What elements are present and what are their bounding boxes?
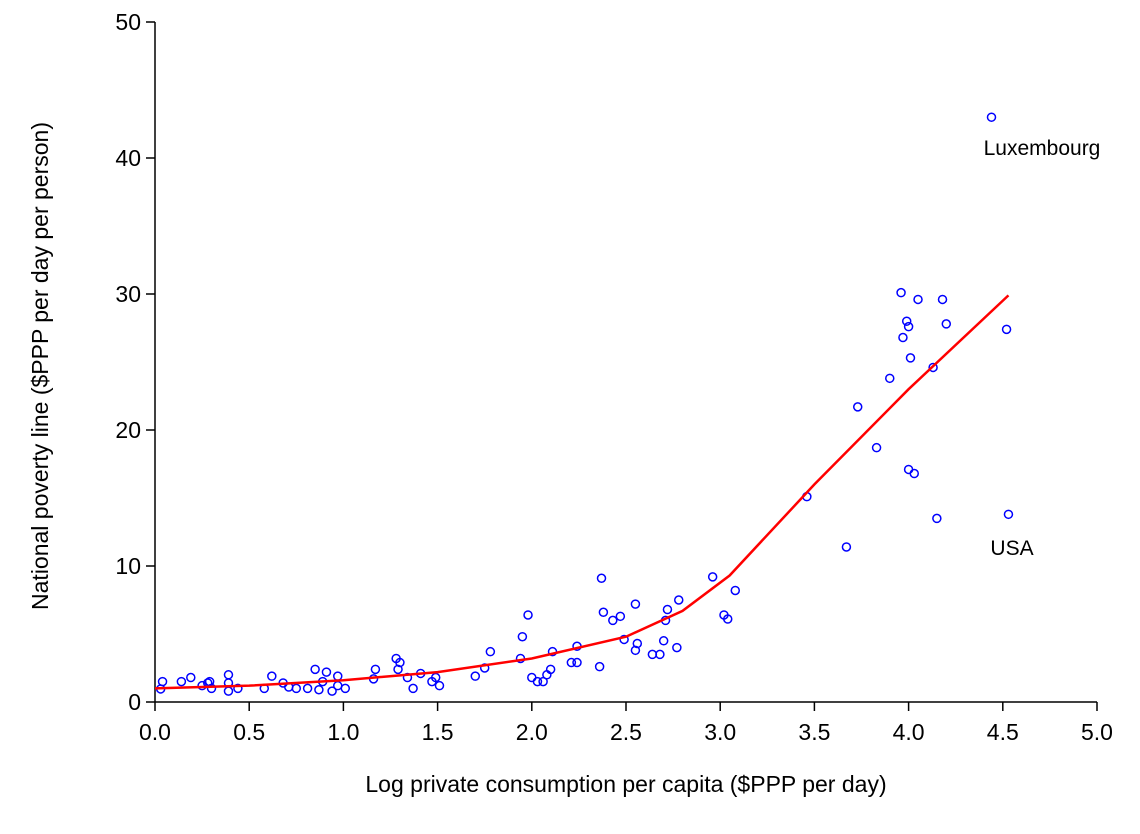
- data-point: [302, 683, 313, 694]
- data-point: [408, 683, 418, 694]
- data-point: [327, 686, 337, 696]
- y-tick-label: 10: [115, 553, 141, 579]
- y-tick-label: 50: [115, 9, 141, 35]
- data-point: [223, 670, 234, 680]
- data-point: [871, 442, 882, 453]
- data-point: [517, 631, 528, 642]
- x-tick-label: 0.0: [139, 719, 171, 745]
- x-axis-title: Log private consumption per capita ($PPP…: [365, 771, 886, 797]
- y-axis-title: National poverty line ($PPP per day per …: [27, 122, 53, 610]
- data-point: [291, 683, 302, 694]
- fit-line: [154, 294, 1010, 690]
- x-tick-label: 0.5: [233, 719, 265, 745]
- data-point: [928, 362, 938, 373]
- data-point: [395, 657, 405, 668]
- data-point: [532, 676, 543, 687]
- data-point: [630, 645, 641, 656]
- data-point: [545, 664, 556, 675]
- data-point: [630, 599, 641, 609]
- y-tick-label: 40: [115, 145, 141, 171]
- data-point: [909, 468, 920, 479]
- data-point: [674, 595, 684, 605]
- data-point: [566, 657, 577, 668]
- y-tick-label: 20: [115, 417, 141, 443]
- x-tick-label: 2.5: [610, 719, 642, 745]
- y-tick-label: 0: [128, 689, 141, 715]
- data-point: [267, 671, 277, 681]
- data-point: [485, 646, 496, 657]
- data-point: [901, 316, 912, 326]
- data-point: [986, 112, 997, 122]
- data-point: [310, 664, 320, 675]
- data-point: [527, 672, 537, 683]
- data-point: [321, 667, 332, 677]
- x-tick-label: 4.5: [987, 719, 1019, 745]
- data-point: [730, 585, 741, 596]
- data-point: [672, 642, 682, 653]
- x-tick-label: 1.5: [422, 719, 454, 745]
- data-point: [903, 464, 914, 475]
- data-point: [393, 664, 403, 675]
- data-point: [523, 610, 533, 620]
- data-point: [332, 671, 343, 681]
- x-tick-label: 4.0: [893, 719, 925, 745]
- data-point: [941, 319, 952, 329]
- annotation: Luxembourg: [984, 137, 1101, 160]
- data-point: [598, 607, 609, 617]
- data-point: [340, 683, 351, 694]
- data-point: [905, 353, 916, 363]
- data-point: [157, 676, 168, 687]
- data-point: [707, 572, 718, 582]
- data-point: [176, 676, 187, 687]
- data-point: [206, 683, 217, 694]
- x-tick-label: 1.0: [327, 719, 359, 745]
- data-point: [619, 634, 629, 645]
- data-point: [186, 672, 196, 683]
- x-tick-label: 2.0: [516, 719, 548, 745]
- data-point: [470, 671, 481, 681]
- data-point: [223, 686, 234, 696]
- data-point: [662, 604, 673, 615]
- data-point: [932, 513, 942, 524]
- data-point: [937, 294, 948, 305]
- data-point: [896, 287, 906, 298]
- annotation: USA: [990, 537, 1033, 560]
- data-point: [1003, 509, 1014, 520]
- data-point: [596, 573, 607, 583]
- data-point: [632, 638, 643, 649]
- data-point: [655, 649, 665, 660]
- data-point: [479, 663, 490, 673]
- y-tick-label: 30: [115, 281, 141, 307]
- data-point: [572, 657, 582, 668]
- data-point: [722, 614, 733, 624]
- data-point: [594, 661, 605, 672]
- x-tick-label: 5.0: [1081, 719, 1113, 745]
- data-point: [615, 611, 626, 622]
- data-point: [430, 672, 441, 683]
- data-point: [913, 294, 923, 305]
- data-point: [898, 332, 908, 343]
- data-point: [314, 685, 324, 695]
- data-point: [658, 636, 669, 646]
- data-point: [903, 321, 914, 332]
- data-point: [370, 664, 381, 675]
- data-point: [434, 680, 445, 691]
- x-tick-label: 3.5: [798, 719, 830, 745]
- data-point: [233, 683, 243, 694]
- data-point: [608, 615, 618, 626]
- data-point: [852, 402, 863, 412]
- data-point: [1001, 324, 1012, 335]
- x-tick-label: 3.0: [704, 719, 736, 745]
- data-point: [885, 373, 895, 384]
- data-point: [841, 542, 852, 552]
